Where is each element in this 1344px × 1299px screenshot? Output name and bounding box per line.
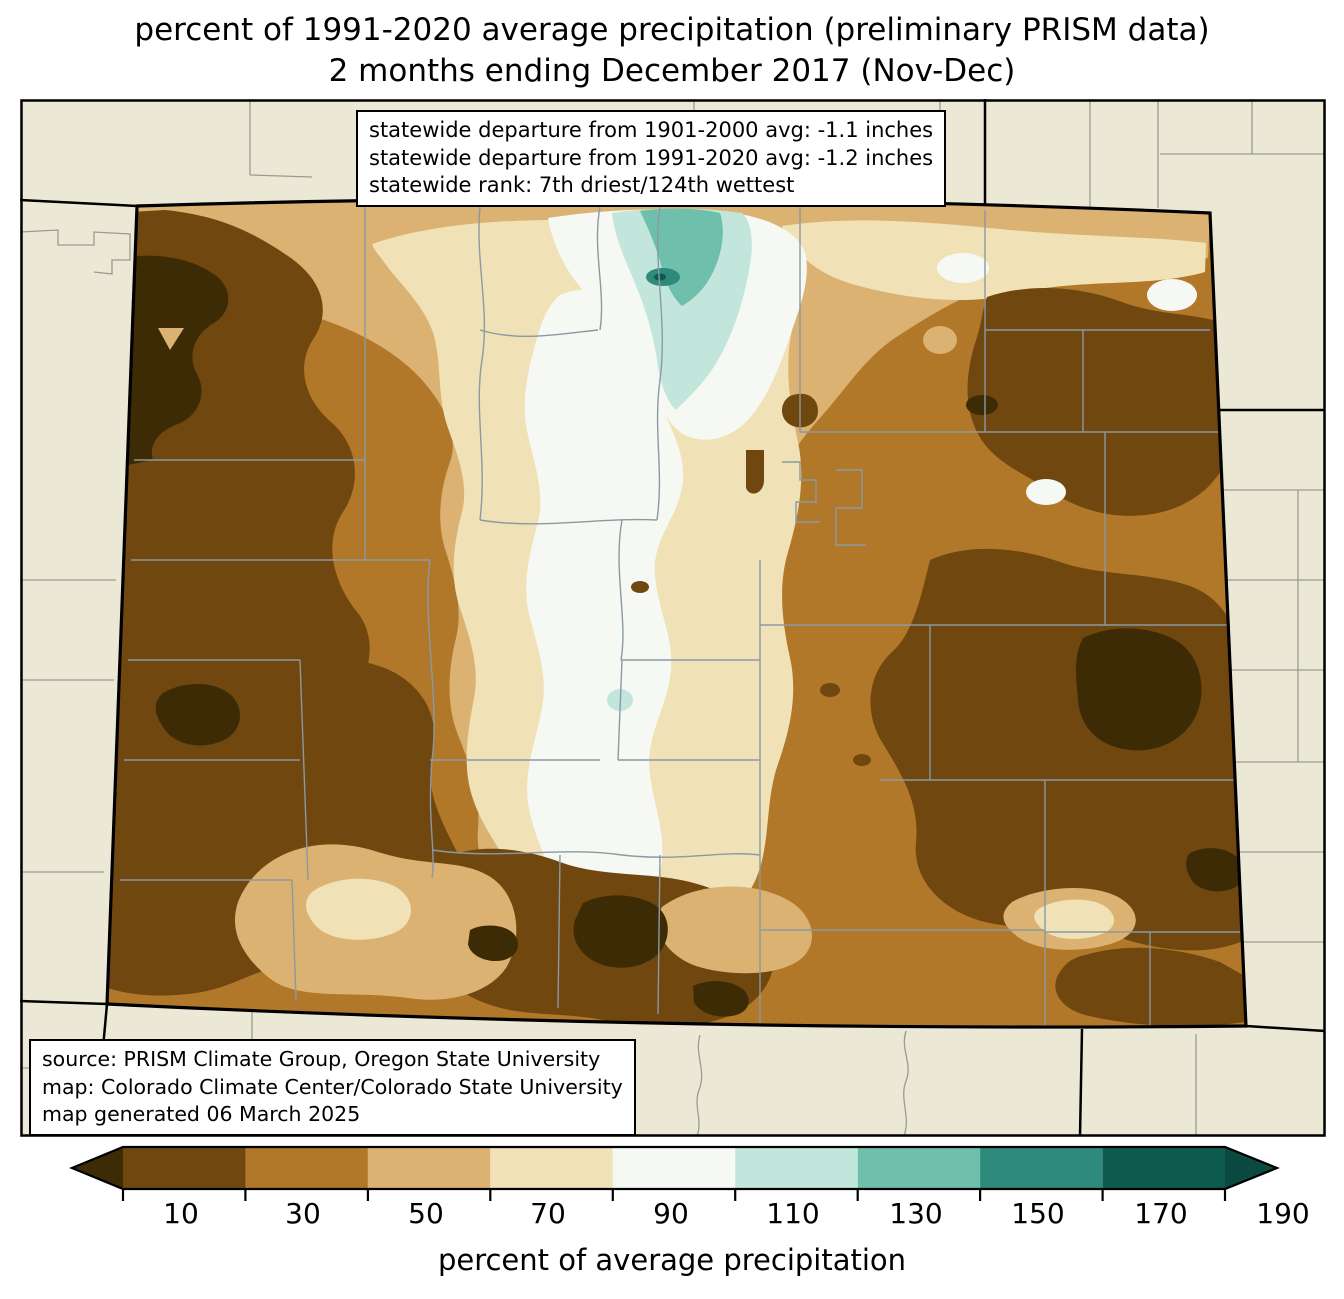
colorbar-axis-label: percent of average precipitation (437, 1243, 907, 1277)
tick-label: 150 (1011, 1197, 1065, 1230)
colorbar-segment (735, 1147, 858, 1189)
source-line-2: map: Colorado Climate Center/Colorado St… (42, 1074, 623, 1099)
statewide-stats-box: statewide departure from 1901-2000 avg: … (356, 110, 947, 207)
colorado-contours (107, 198, 1246, 1028)
contour-under10 (112, 255, 229, 468)
contour-under10 (468, 925, 519, 962)
contour-50-70-patch (657, 886, 812, 974)
contour-under10 (966, 395, 998, 415)
stats-line-2: statewide departure from 1991-2020 avg: … (369, 145, 934, 170)
title-line-2: 2 months ending December 2017 (Nov-Dec) (328, 53, 1016, 89)
contour-90-110-central (524, 288, 684, 930)
colorbar-over-arrow (1225, 1147, 1277, 1189)
colorbar-under-arrow (72, 1147, 123, 1189)
river-lines (696, 1030, 909, 1137)
tick-label: 10 (163, 1197, 199, 1230)
tick-label: 190 (1256, 1197, 1310, 1230)
tick-label: 30 (285, 1197, 321, 1230)
tick-label: 70 (530, 1197, 566, 1230)
contour-70-90-patch (1034, 899, 1115, 939)
contour-50-70-patch (158, 328, 184, 350)
colorbar-ticks (121, 1189, 1227, 1201)
contour-90-110-spot (1147, 279, 1197, 311)
contour-under10 (573, 895, 668, 968)
contour-under10 (1186, 848, 1240, 892)
colorbar-segment (245, 1147, 368, 1189)
source-line-1: source: PRISM Climate Group, Oregon Stat… (42, 1047, 601, 1071)
colorado-county-lines (120, 206, 1246, 1028)
contour-130-150 (640, 208, 723, 306)
figure-title: percent of 1991-2020 average precipitati… (0, 10, 1344, 92)
stats-line-3: statewide rank: 7th driest/124th wettest (369, 173, 795, 197)
neighbor-state-borders (20, 99, 1326, 1137)
precipitation-map (20, 99, 1326, 1137)
contour-70-90-patch (305, 878, 411, 940)
map-frame (20, 99, 1326, 1137)
contour-10-30-dot (853, 754, 871, 766)
stats-line-1: statewide departure from 1901-2000 avg: … (369, 118, 934, 142)
tick-label: 50 (408, 1197, 444, 1230)
contour-10-30-dot (820, 683, 840, 697)
colorbar-segment (980, 1147, 1103, 1189)
source-box: source: PRISM Climate Group, Oregon Stat… (29, 1039, 636, 1136)
contour-under10 (155, 683, 240, 746)
tick-label: 110 (766, 1197, 820, 1230)
contour-90-110-spot (937, 253, 989, 283)
tick-label: 170 (1134, 1197, 1188, 1230)
contour-170-190-spot (654, 273, 666, 281)
title-line-1: percent of 1991-2020 average precipitati… (134, 12, 1210, 48)
contour-50-70-patch (923, 326, 957, 354)
colorbar (69, 1145, 1280, 1201)
contour-90-110-patch (1026, 479, 1066, 505)
contour-10-30-denver (746, 450, 764, 494)
colorbar-segment (490, 1147, 613, 1189)
tick-label: 90 (653, 1197, 689, 1230)
colorbar-segment (612, 1147, 736, 1189)
colorbar-segment (1102, 1147, 1226, 1189)
colorbar-segment (857, 1147, 981, 1189)
source-line-3: map generated 06 March 2025 (42, 1102, 361, 1126)
colorbar-segment (367, 1147, 491, 1189)
contour-10-30-dot (631, 581, 649, 593)
contour-under10 (1075, 628, 1202, 751)
contour-10-30-northeast (967, 287, 1237, 516)
contour-under10 (693, 981, 749, 1017)
contour-70-90-ne (782, 220, 1206, 301)
tick-label: 130 (889, 1197, 943, 1230)
colorbar-segment (123, 1147, 246, 1189)
